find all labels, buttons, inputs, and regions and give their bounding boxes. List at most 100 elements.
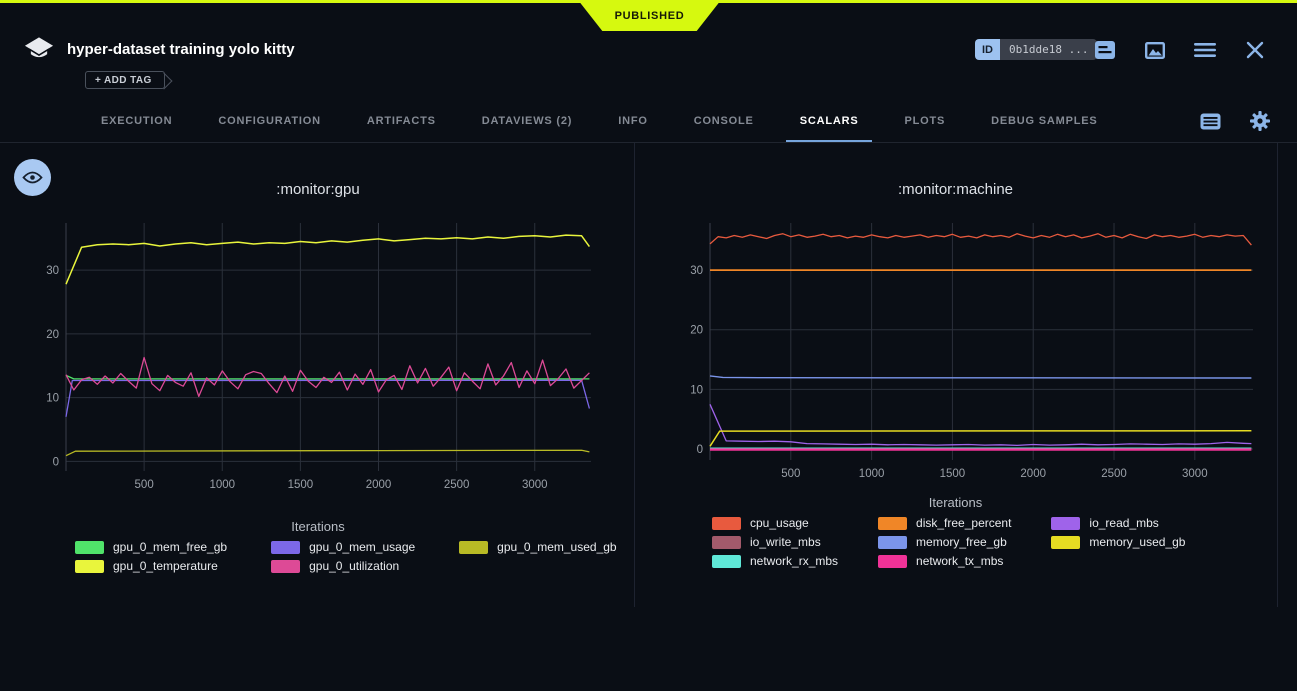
comment-icon	[1094, 40, 1116, 60]
legend-monitor-gpu: gpu_0_mem_free_gbgpu_0_mem_usagegpu_0_me…	[75, 540, 608, 573]
settings-button[interactable]	[1249, 110, 1271, 132]
legend-item-gpu_0_mem_used_gb[interactable]: gpu_0_mem_used_gb	[459, 540, 616, 554]
chart-plot-monitor-machine[interactable]: 0 10 20 30 500 1000 1500 2000 2500 3000	[648, 208, 1263, 488]
legend-item-gpu_0_mem_free_gb[interactable]: gpu_0_mem_free_gb	[75, 540, 227, 554]
legend-item-io_read_mbs[interactable]: io_read_mbs	[1051, 516, 1185, 530]
experiment-id-badge: ID 0b1dde18 ...	[975, 39, 1097, 60]
x-tick-label: 3000	[1182, 468, 1208, 480]
content-right-border	[1277, 143, 1278, 607]
legend-label: memory_free_gb	[916, 535, 1007, 549]
debug-images-button[interactable]	[1143, 38, 1167, 62]
legend-item-gpu_0_mem_usage[interactable]: gpu_0_mem_usage	[271, 540, 415, 554]
legend-label: disk_free_percent	[916, 516, 1011, 530]
legend-label: io_read_mbs	[1089, 516, 1158, 530]
tab-configuration[interactable]: CONFIGURATION	[195, 100, 343, 142]
x-tick-label: 1500	[288, 479, 314, 491]
tab-bar: EXECUTIONCONFIGURATIONARTIFACTSDATAVIEWS…	[0, 100, 1297, 143]
legend-item-memory_used_gb[interactable]: memory_used_gb	[1051, 535, 1185, 549]
legend-swatch-io_read_mbs	[1051, 517, 1080, 530]
tab-execution[interactable]: EXECUTION	[78, 100, 195, 142]
legend-label: gpu_0_mem_used_gb	[497, 540, 616, 554]
table-icon	[1200, 113, 1221, 130]
y-tick-label: 30	[46, 265, 59, 277]
gear-icon	[1250, 111, 1270, 131]
x-tick-label: 2500	[444, 479, 470, 491]
legend-swatch-gpu_0_temperature	[75, 560, 104, 573]
x-tick-label: 1000	[209, 479, 235, 491]
chart-panel-machine: :monitor:machine 0 10 20 30 500 1000 1500 2000 25…	[648, 178, 1263, 568]
x-axis-label-monitor-machine: Iterations	[648, 495, 1263, 510]
chart-title-monitor-machine: :monitor:machine	[648, 178, 1263, 208]
y-tick-label: 10	[690, 384, 703, 396]
legend-swatch-memory_free_gb	[878, 536, 907, 549]
legend-item-gpu_0_utilization[interactable]: gpu_0_utilization	[271, 559, 415, 573]
legend-label: io_write_mbs	[750, 535, 821, 549]
y-tick-label: 20	[690, 325, 703, 337]
legend-item-cpu_usage[interactable]: cpu_usage	[712, 516, 838, 530]
x-axis-label-monitor-gpu: Iterations	[28, 519, 608, 534]
legend-swatch-io_write_mbs	[712, 536, 741, 549]
experiment-detail-window: PUBLISHED hyper-dataset training yolo ki…	[0, 0, 1297, 691]
y-tick-label: 30	[690, 265, 703, 277]
x-tick-label: 1000	[859, 468, 885, 480]
legend-swatch-cpu_usage	[712, 517, 741, 530]
legend-label: gpu_0_mem_usage	[309, 540, 415, 554]
menu-button[interactable]	[1193, 38, 1217, 62]
legend-swatch-gpu_0_mem_free_gb	[75, 541, 104, 554]
eye-icon	[22, 170, 43, 185]
legend-label: network_rx_mbs	[750, 554, 838, 568]
id-label: ID	[975, 39, 1000, 60]
legend-swatch-network_rx_mbs	[712, 555, 741, 568]
tab-plots[interactable]: PLOTS	[881, 100, 968, 142]
x-tick-label: 1500	[940, 468, 966, 480]
legend-swatch-memory_used_gb	[1051, 536, 1080, 549]
x-tick-label: 500	[781, 468, 800, 480]
id-value[interactable]: 0b1dde18 ...	[1000, 39, 1097, 60]
legend-swatch-network_tx_mbs	[878, 555, 907, 568]
legend-swatch-disk_free_percent	[878, 517, 907, 530]
add-tag-button[interactable]: + ADD TAG	[85, 71, 165, 89]
status-badge-label: PUBLISHED	[615, 10, 685, 22]
chart-plot-monitor-gpu[interactable]: 010203050010001500200025003000	[28, 208, 608, 500]
legend-label: gpu_0_mem_free_gb	[113, 540, 227, 554]
legend-item-gpu_0_temperature[interactable]: gpu_0_temperature	[75, 559, 227, 573]
legend-label: gpu_0_temperature	[113, 559, 218, 573]
y-tick-label: 0	[697, 444, 703, 456]
close-icon	[1246, 41, 1264, 59]
add-tag-label: + ADD TAG	[95, 75, 152, 86]
image-icon	[1144, 41, 1166, 60]
tab-artifacts[interactable]: ARTIFACTS	[344, 100, 459, 142]
chart-panel-gpu: :monitor:gpu0102030500100015002000250030…	[28, 178, 608, 573]
legend-item-network_rx_mbs[interactable]: network_rx_mbs	[712, 554, 838, 568]
legend-item-disk_free_percent[interactable]: disk_free_percent	[878, 516, 1011, 530]
legend-label: memory_used_gb	[1089, 535, 1185, 549]
legend-swatch-gpu_0_mem_usage	[271, 541, 300, 554]
legend-swatch-gpu_0_utilization	[271, 560, 300, 573]
tab-dataviews-2[interactable]: DATAVIEWS (2)	[459, 100, 595, 142]
x-tick-label: 2500	[1101, 468, 1127, 480]
panel-divider	[634, 143, 635, 607]
hide-plots-button[interactable]	[14, 159, 51, 196]
legend-item-memory_free_gb[interactable]: memory_free_gb	[878, 535, 1011, 549]
chart-title-monitor-gpu: :monitor:gpu	[28, 178, 608, 208]
x-tick-label: 2000	[366, 479, 392, 491]
legend-label: network_tx_mbs	[916, 554, 1003, 568]
legend-item-io_write_mbs[interactable]: io_write_mbs	[712, 535, 838, 549]
y-tick-label: 10	[46, 393, 59, 405]
experiment-title: hyper-dataset training yolo kitty	[67, 41, 295, 58]
tab-debug-samples[interactable]: DEBUG SAMPLES	[968, 100, 1120, 142]
experiment-type-icon	[24, 36, 54, 63]
legend-monitor-machine: cpu_usage disk_free_percent io_read_mbs io_…	[712, 516, 1263, 568]
tab-console[interactable]: CONSOLE	[671, 100, 777, 142]
legend-label: cpu_usage	[750, 516, 809, 530]
legend-label: gpu_0_utilization	[309, 559, 399, 573]
y-tick-label: 0	[53, 456, 59, 468]
x-tick-label: 500	[135, 479, 154, 491]
legend-item-network_tx_mbs[interactable]: network_tx_mbs	[878, 554, 1011, 568]
comments-button[interactable]	[1093, 38, 1117, 62]
close-button[interactable]	[1243, 38, 1267, 62]
tab-scalars[interactable]: SCALARS	[777, 100, 882, 142]
x-tick-label: 2000	[1020, 468, 1046, 480]
tab-info[interactable]: INFO	[595, 100, 670, 142]
metrics-table-button[interactable]	[1199, 110, 1221, 132]
